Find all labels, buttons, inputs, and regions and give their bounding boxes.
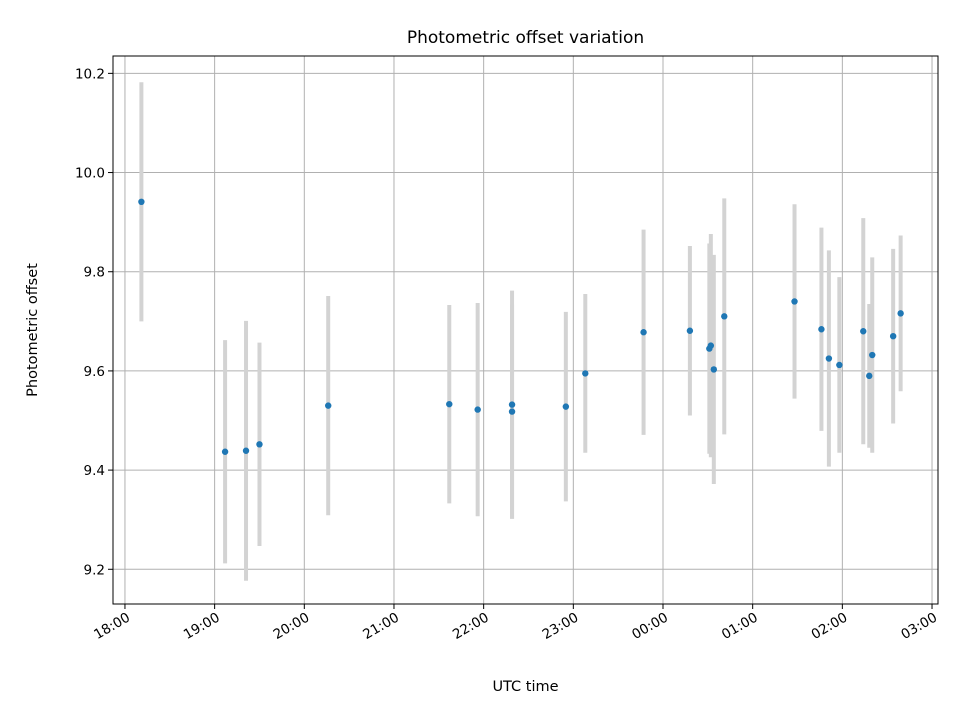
data-point [836,361,843,369]
y-tick-label: 10.0 [75,166,105,182]
data-point [446,400,453,408]
y-tick-label: 9.4 [84,463,105,479]
data-point [138,198,145,206]
data-point [825,355,833,362]
data-point [869,351,876,359]
data-point [582,370,589,377]
data-points [138,198,904,455]
data-point [860,328,867,335]
y-tick-label: 9.8 [84,265,105,281]
y-axis-title: Photometric offset [25,263,41,397]
data-point [897,310,904,317]
data-point [256,441,263,448]
data-point [508,408,516,415]
data-point [474,406,481,413]
data-point [721,313,728,320]
x-axis-title: UTC time [492,679,558,695]
data-point [242,447,250,454]
y-tick-label: 9.6 [84,364,105,380]
data-point [866,372,873,380]
data-point [889,332,897,340]
data-point [686,327,694,334]
data-point [562,403,570,410]
y-tick-label: 9.2 [84,562,105,578]
data-point [508,401,516,408]
data-point [791,298,798,305]
data-point [818,326,825,333]
grid [113,56,938,604]
chart-title: Photometric offset variation [407,28,644,48]
data-point [221,448,229,455]
data-point [710,366,718,373]
data-point [325,402,332,409]
y-tick-label: 10.2 [75,66,105,82]
data-point [707,342,715,349]
plot-frame [112,55,939,605]
data-point [640,329,647,336]
